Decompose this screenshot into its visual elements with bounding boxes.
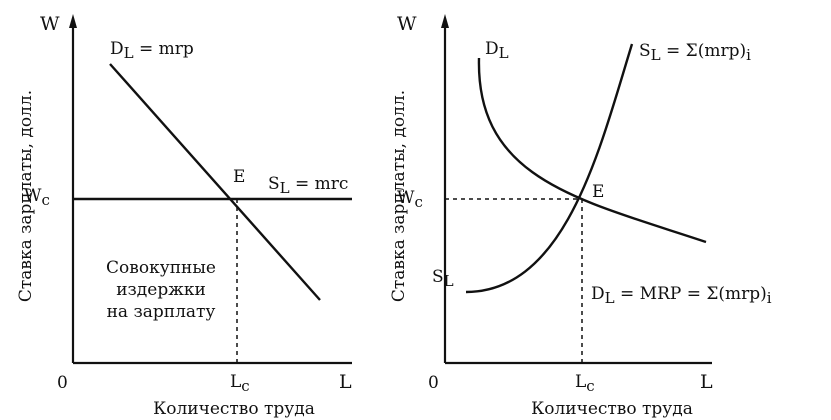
left-y-axis-title: Ставка зарплаты, долл. — [16, 90, 36, 302]
right-demand-top-label: DL — [485, 39, 509, 62]
left-area-text-1: Совокупные — [106, 258, 216, 278]
left-equilibrium-label: E — [233, 167, 245, 187]
left-labor-tick: Lc — [230, 372, 250, 395]
left-panel: W L 0 Wc Lc DL = mrp SL = mrc E Совокупн… — [16, 13, 352, 419]
left-area-text-3: на зарплату — [107, 302, 216, 322]
left-area-text-2: издержки — [116, 280, 206, 300]
right-x-axis-title: Количество труда — [531, 399, 693, 419]
right-supply-bottom-label: SL — [432, 267, 454, 290]
right-origin-label: 0 — [428, 373, 439, 393]
left-x-axis-title: Количество труда — [153, 399, 315, 419]
left-demand-curve — [109, 63, 321, 301]
left-wage-tick: Wc — [24, 186, 50, 209]
right-wage-tick: Wc — [397, 188, 423, 211]
left-supply-label: SL = mrc — [268, 174, 348, 197]
right-panel: W L 0 Wc Lc DL SL = Σ(mrp)i SL E DL = MR… — [389, 13, 772, 419]
right-y-axis-symbol: W — [397, 13, 417, 35]
right-supply-curve — [465, 43, 634, 294]
left-origin-label: 0 — [57, 373, 68, 393]
right-equilibrium-label: E — [592, 182, 604, 202]
left-y-axis-symbol: W — [40, 13, 60, 35]
left-y-arrowhead — [69, 14, 77, 28]
left-x-axis-symbol: L — [339, 371, 352, 393]
right-labor-tick: Lc — [575, 372, 595, 395]
right-y-arrowhead — [441, 14, 449, 28]
right-demand-curve — [477, 57, 707, 244]
left-demand-label: DL = mrp — [110, 39, 194, 62]
right-supply-top-label: SL = Σ(mrp)i — [639, 41, 751, 64]
right-demand-bottom-label: DL = MRP = Σ(mrp)i — [591, 284, 772, 307]
right-x-axis-symbol: L — [700, 371, 713, 393]
right-y-axis-title: Ставка зарплаты, долл. — [389, 90, 409, 302]
